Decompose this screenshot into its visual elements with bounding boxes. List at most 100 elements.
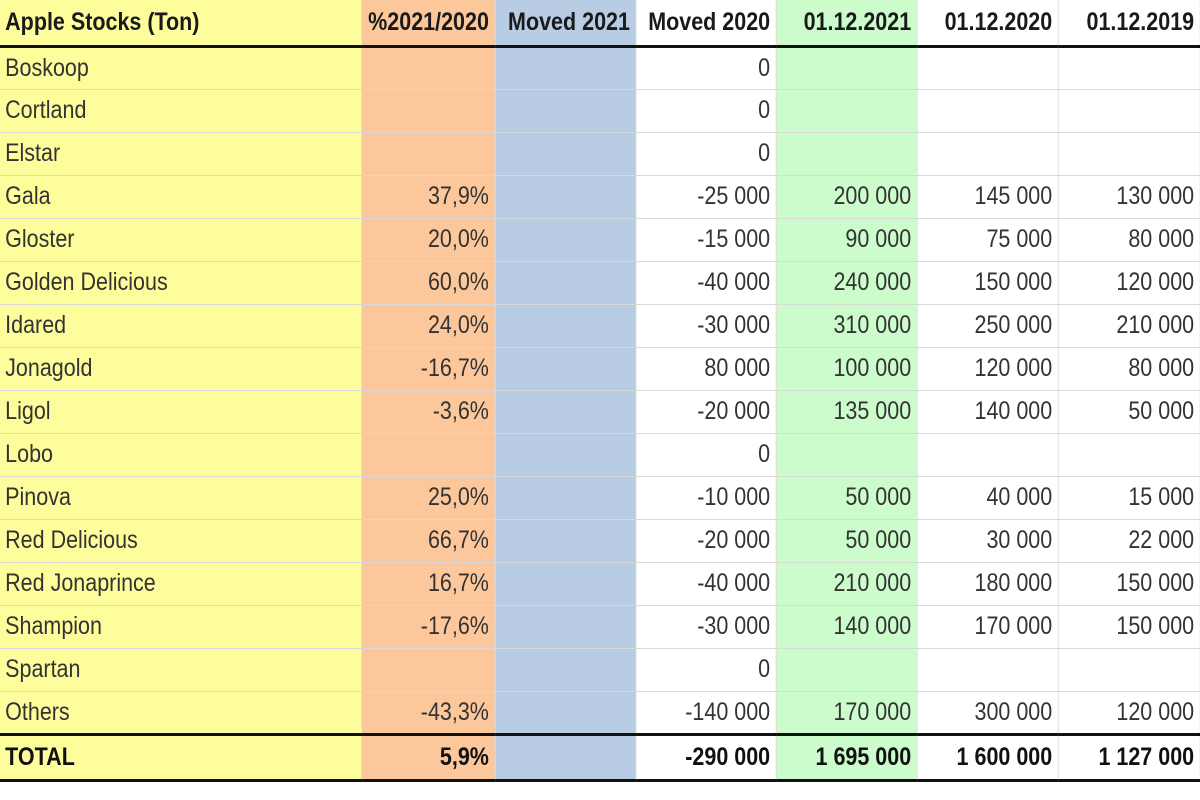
stock-2020-cell[interactable]: 140 000 <box>916 390 1059 434</box>
stock-2021-cell[interactable] <box>775 648 918 692</box>
moved-2021-cell[interactable] <box>494 605 636 649</box>
variety-cell[interactable]: Red Delicious <box>0 519 362 563</box>
pct-change-cell[interactable]: 20,0% <box>361 218 495 262</box>
pct-change-cell[interactable] <box>361 433 495 477</box>
variety-cell[interactable]: Gala <box>0 175 362 219</box>
stock-2021-cell[interactable]: 170 000 <box>775 691 918 735</box>
variety-cell[interactable]: Idared <box>0 304 362 348</box>
stock-2019-cell[interactable]: 80 000 <box>1057 218 1200 262</box>
moved-2020-cell[interactable]: -40 000 <box>635 562 777 606</box>
pct-change-cell[interactable]: 24,0% <box>361 304 495 348</box>
stock-2020-cell[interactable]: 30 000 <box>916 519 1059 563</box>
variety-cell[interactable]: Boskoop <box>0 46 362 90</box>
moved-2020-cell[interactable]: -15 000 <box>635 218 777 262</box>
stock-2020-cell[interactable]: 40 000 <box>916 476 1059 520</box>
pct-change-cell[interactable]: -3,6% <box>361 390 495 434</box>
moved-2020-cell[interactable]: -25 000 <box>635 175 777 219</box>
pct-change-cell[interactable] <box>361 648 495 692</box>
moved-2021-cell[interactable] <box>494 476 636 520</box>
moved-2020-cell[interactable]: -290 000 <box>635 732 777 782</box>
stock-2019-cell[interactable]: 150 000 <box>1057 605 1200 649</box>
variety-cell[interactable]: Others <box>0 691 362 735</box>
column-header-stock-2019[interactable]: 01.12.2019 <box>1057 0 1200 48</box>
stock-2020-cell[interactable] <box>916 648 1059 692</box>
stock-2021-cell[interactable]: 1 695 000 <box>775 732 918 782</box>
stock-2020-cell[interactable] <box>916 433 1059 477</box>
moved-2020-cell[interactable]: -30 000 <box>635 605 777 649</box>
moved-2020-cell[interactable]: 0 <box>635 89 777 133</box>
stock-2020-cell[interactable]: 250 000 <box>916 304 1059 348</box>
stock-2020-cell[interactable]: 170 000 <box>916 605 1059 649</box>
moved-2020-cell[interactable]: -140 000 <box>635 691 777 735</box>
pct-change-cell[interactable] <box>361 89 495 133</box>
stock-2019-cell[interactable]: 150 000 <box>1057 562 1200 606</box>
moved-2020-cell[interactable]: 80 000 <box>635 347 777 391</box>
pct-change-cell[interactable]: -43,3% <box>361 691 495 735</box>
stock-2021-cell[interactable]: 240 000 <box>775 261 918 305</box>
variety-cell[interactable]: Cortland <box>0 89 362 133</box>
stock-2021-cell[interactable]: 50 000 <box>775 476 918 520</box>
moved-2021-cell[interactable] <box>494 562 636 606</box>
moved-2021-cell[interactable] <box>494 261 636 305</box>
column-header-stock-2021[interactable]: 01.12.2021 <box>775 0 918 48</box>
variety-cell[interactable]: Elstar <box>0 132 362 176</box>
moved-2021-cell[interactable] <box>494 433 636 477</box>
moved-2020-cell[interactable]: -20 000 <box>635 390 777 434</box>
stock-2019-cell[interactable]: 120 000 <box>1057 261 1200 305</box>
stock-2021-cell[interactable] <box>775 433 918 477</box>
variety-cell[interactable]: Golden Delicious <box>0 261 362 305</box>
variety-cell[interactable]: Pinova <box>0 476 362 520</box>
moved-2021-cell[interactable] <box>494 732 636 782</box>
moved-2021-cell[interactable] <box>494 132 636 176</box>
moved-2021-cell[interactable] <box>494 648 636 692</box>
stock-2021-cell[interactable]: 90 000 <box>775 218 918 262</box>
moved-2021-cell[interactable] <box>494 218 636 262</box>
moved-2020-cell[interactable]: 0 <box>635 433 777 477</box>
moved-2020-cell[interactable]: 0 <box>635 132 777 176</box>
pct-change-cell[interactable]: 25,0% <box>361 476 495 520</box>
moved-2020-cell[interactable]: 0 <box>635 46 777 90</box>
pct-change-cell[interactable]: 5,9% <box>361 732 495 782</box>
moved-2021-cell[interactable] <box>494 89 636 133</box>
stock-2020-cell[interactable] <box>916 89 1059 133</box>
pct-change-cell[interactable]: -16,7% <box>361 347 495 391</box>
stock-2021-cell[interactable]: 140 000 <box>775 605 918 649</box>
stock-2020-cell[interactable]: 120 000 <box>916 347 1059 391</box>
column-header-pct-change[interactable]: %2021/2020 <box>361 0 495 48</box>
stock-2019-cell[interactable] <box>1057 433 1200 477</box>
moved-2021-cell[interactable] <box>494 175 636 219</box>
variety-cell[interactable]: Gloster <box>0 218 362 262</box>
stock-2021-cell[interactable]: 50 000 <box>775 519 918 563</box>
stock-2019-cell[interactable]: 50 000 <box>1057 390 1200 434</box>
moved-2020-cell[interactable]: -10 000 <box>635 476 777 520</box>
stock-2021-cell[interactable]: 310 000 <box>775 304 918 348</box>
stock-2019-cell[interactable]: 15 000 <box>1057 476 1200 520</box>
column-header-moved-2021[interactable]: Moved 2021 <box>494 0 636 48</box>
moved-2021-cell[interactable] <box>494 46 636 90</box>
pct-change-cell[interactable]: 66,7% <box>361 519 495 563</box>
stock-2020-cell[interactable]: 1 600 000 <box>916 732 1059 782</box>
stock-2021-cell[interactable] <box>775 132 918 176</box>
moved-2020-cell[interactable]: -30 000 <box>635 304 777 348</box>
moved-2021-cell[interactable] <box>494 347 636 391</box>
moved-2020-cell[interactable]: 0 <box>635 648 777 692</box>
stock-2020-cell[interactable] <box>916 132 1059 176</box>
stock-2020-cell[interactable]: 145 000 <box>916 175 1059 219</box>
variety-cell[interactable]: Jonagold <box>0 347 362 391</box>
stock-2019-cell[interactable] <box>1057 132 1200 176</box>
stock-2019-cell[interactable]: 22 000 <box>1057 519 1200 563</box>
variety-cell[interactable]: Red Jonaprince <box>0 562 362 606</box>
moved-2020-cell[interactable]: -40 000 <box>635 261 777 305</box>
stock-2020-cell[interactable]: 300 000 <box>916 691 1059 735</box>
pct-change-cell[interactable] <box>361 132 495 176</box>
pct-change-cell[interactable] <box>361 46 495 90</box>
stock-2019-cell[interactable] <box>1057 89 1200 133</box>
variety-cell[interactable]: Spartan <box>0 648 362 692</box>
stock-2020-cell[interactable]: 75 000 <box>916 218 1059 262</box>
stock-2020-cell[interactable]: 150 000 <box>916 261 1059 305</box>
stock-2019-cell[interactable]: 120 000 <box>1057 691 1200 735</box>
stock-2019-cell[interactable]: 130 000 <box>1057 175 1200 219</box>
moved-2021-cell[interactable] <box>494 390 636 434</box>
variety-cell[interactable]: Ligol <box>0 390 362 434</box>
stock-2019-cell[interactable] <box>1057 648 1200 692</box>
